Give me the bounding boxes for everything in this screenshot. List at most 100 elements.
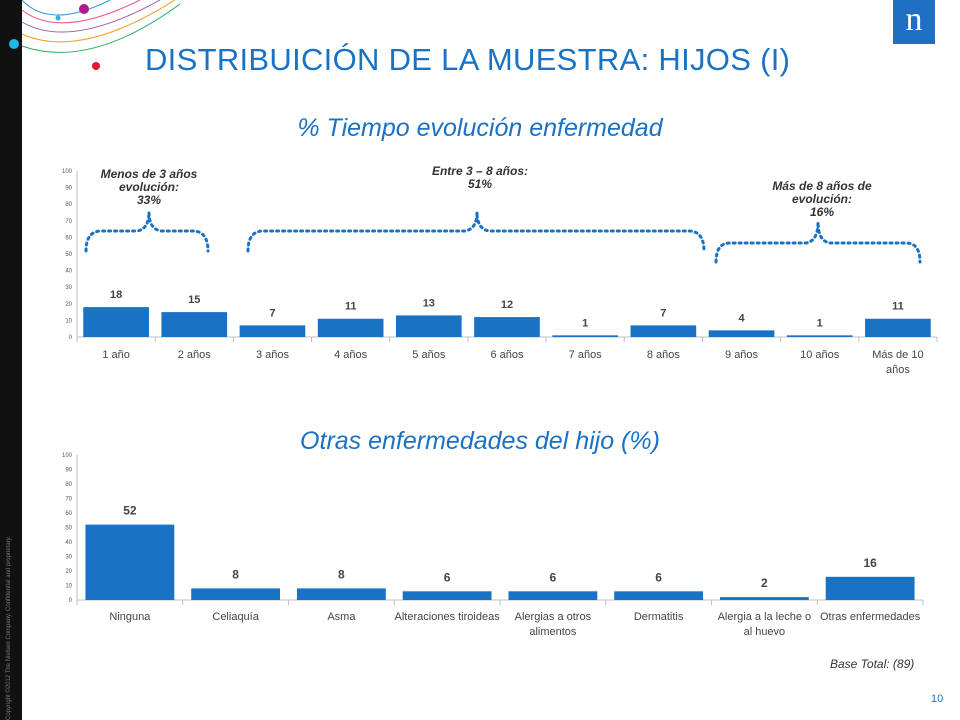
bar — [161, 312, 228, 337]
base-total-note: Base Total: (89) — [830, 657, 915, 671]
slide-title: DISTRIBUICIÓN DE LA MUESTRA: HIJOS (I) — [145, 42, 791, 77]
x-category-label: Alergia a la leche o — [718, 611, 812, 623]
bar — [395, 315, 462, 337]
y-tick-label: 40 — [65, 540, 72, 546]
x-category-label: 9 años — [725, 349, 759, 361]
bar-value-label: 16 — [863, 556, 877, 570]
x-category-label: alimentos — [529, 626, 577, 638]
y-tick-label: 0 — [69, 598, 73, 604]
y-tick-label: 10 — [65, 584, 72, 590]
y-tick-label: 10 — [65, 318, 72, 324]
y-tick-label: 80 — [65, 202, 72, 208]
bar — [85, 524, 175, 600]
bar-value-label: 8 — [232, 567, 239, 581]
x-category-label: Ninguna — [109, 611, 151, 623]
bar-value-label: 13 — [423, 297, 435, 309]
x-category-label: Alteraciones tiroideas — [395, 611, 501, 623]
bar — [614, 591, 704, 600]
bar — [191, 588, 281, 600]
bar — [708, 330, 775, 337]
bar-value-label: 1 — [582, 317, 588, 329]
y-tick-label: 100 — [62, 453, 73, 459]
decorative-dot-cyan — [9, 39, 19, 49]
bar — [402, 591, 492, 600]
bracket-under-3-years — [84, 211, 210, 253]
bar-value-label: 7 — [269, 307, 275, 319]
y-tick-label: 20 — [65, 302, 72, 308]
bar-value-label: 12 — [501, 299, 513, 311]
bar-value-label: 7 — [660, 307, 666, 319]
bar — [508, 591, 598, 600]
bar — [552, 335, 619, 337]
x-category-label: Dermatitis — [634, 611, 684, 623]
chart1-evolution-time: 0 10 20 30 40 50 60 70 80 90 100 18 1 año 15 2 años 7 3 … — [62, 164, 938, 376]
x-category-label: 6 años — [490, 349, 524, 361]
annotation-label: evolución: — [792, 192, 852, 206]
bracket-over-8-years — [714, 221, 922, 264]
bar-value-label: 6 — [655, 570, 662, 584]
bar-value-label: 6 — [444, 570, 451, 584]
x-category-label: 7 años — [569, 349, 603, 361]
x-category-label: 2 años — [178, 349, 212, 361]
title-bullet-dot — [92, 62, 100, 70]
y-tick-label: 50 — [65, 526, 72, 532]
bar — [474, 317, 540, 337]
x-category-label: Alergias a otros — [515, 611, 592, 623]
x-category-label: Asma — [327, 611, 356, 623]
decorative-lines — [9, 0, 180, 53]
y-tick-label: 100 — [62, 169, 73, 175]
y-tick-label: 30 — [65, 285, 72, 291]
annotation-label: 33% — [137, 193, 161, 207]
bar-value-label: 1 — [817, 317, 823, 329]
bar-value-label: 18 — [110, 289, 122, 301]
y-tick-label: 40 — [65, 269, 72, 275]
x-category-label: años — [886, 364, 910, 376]
bar — [630, 325, 697, 337]
bar-value-label: 2 — [761, 576, 768, 590]
bar — [825, 576, 915, 600]
y-tick-label: 60 — [65, 235, 72, 241]
x-category-label: 8 años — [647, 349, 681, 361]
x-category-label: 5 años — [412, 349, 446, 361]
annotation-label: Más de 8 años de — [772, 179, 872, 193]
x-category-label: 3 años — [256, 349, 290, 361]
y-tick-label: 30 — [65, 555, 72, 561]
bar-value-label: 8 — [338, 567, 345, 581]
x-category-label: al huevo — [744, 626, 786, 638]
annotation-label: 51% — [468, 177, 492, 191]
y-tick-label: 0 — [69, 335, 73, 341]
bar-value-label: 11 — [345, 301, 357, 313]
annotation-label: Entre 3 – 8 años: — [432, 164, 528, 178]
bar — [865, 318, 931, 337]
bar-value-label: 4 — [738, 312, 745, 324]
y-tick-label: 70 — [65, 497, 72, 503]
x-category-label: 10 años — [800, 349, 840, 361]
x-category-label: 4 años — [334, 349, 368, 361]
bar — [786, 335, 853, 337]
bar — [239, 325, 306, 337]
bar — [719, 597, 809, 600]
y-tick-label: 80 — [65, 482, 72, 488]
annotation-label: Menos de 3 años — [101, 167, 198, 181]
bar — [296, 588, 386, 600]
decorative-dot-small — [55, 15, 61, 21]
x-category-label: 1 año — [102, 349, 130, 361]
y-tick-label: 50 — [65, 252, 72, 258]
chart2-other-diseases: 0 10 20 30 40 50 60 70 80 90 100 52 Ninguna 8 Celiaquí… — [62, 453, 924, 638]
annotation-label: 16% — [810, 205, 834, 219]
chart2-title: Otras enfermedades del hijo (%) — [300, 427, 660, 455]
annotation-label: evolución: — [119, 180, 179, 194]
bracket-3-to-8-years — [246, 211, 706, 253]
decorative-dot-magenta — [79, 4, 89, 14]
y-tick-label: 60 — [65, 511, 72, 517]
bar — [83, 307, 149, 337]
nielsen-logo: n — [893, 0, 935, 44]
x-category-label: Celiaquía — [212, 611, 259, 623]
x-category-label: Más de 10 — [872, 349, 923, 361]
bar-value-label: 52 — [123, 504, 137, 518]
page-number: 10 — [931, 693, 944, 705]
chart1-title: % Tiempo evolución enfermedad — [297, 114, 663, 142]
y-tick-label: 70 — [65, 219, 72, 225]
y-tick-label: 90 — [65, 186, 72, 192]
y-tick-label: 90 — [65, 468, 72, 474]
